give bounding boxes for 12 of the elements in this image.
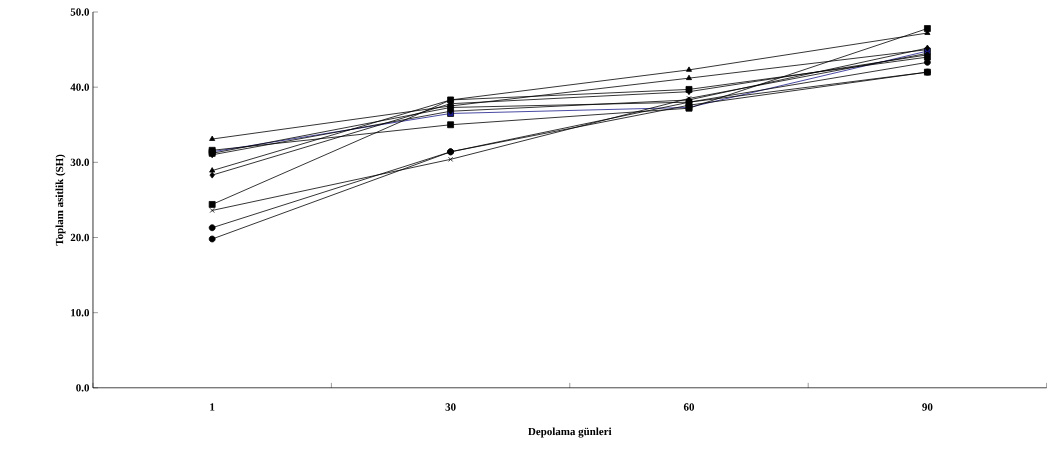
y-axis-title: Toplam asitlik (SH): [55, 154, 66, 246]
y-tick-label: 20.0: [70, 233, 90, 242]
y-tick-label: 40.0: [70, 83, 90, 91]
x-tick-label: 30: [445, 403, 456, 411]
x-tick-label: 60: [683, 403, 695, 411]
x-axis-title: Depolama günleri: [528, 427, 612, 438]
y-tick-label: 50.0: [70, 8, 90, 16]
x-tick-label: 1: [210, 403, 215, 411]
y-tick-label: 0.0: [76, 384, 90, 392]
x-tick-label: 90: [922, 403, 933, 411]
y-tick-label: 30.0: [70, 158, 90, 167]
y-tick-label: 10.0: [71, 309, 90, 317]
